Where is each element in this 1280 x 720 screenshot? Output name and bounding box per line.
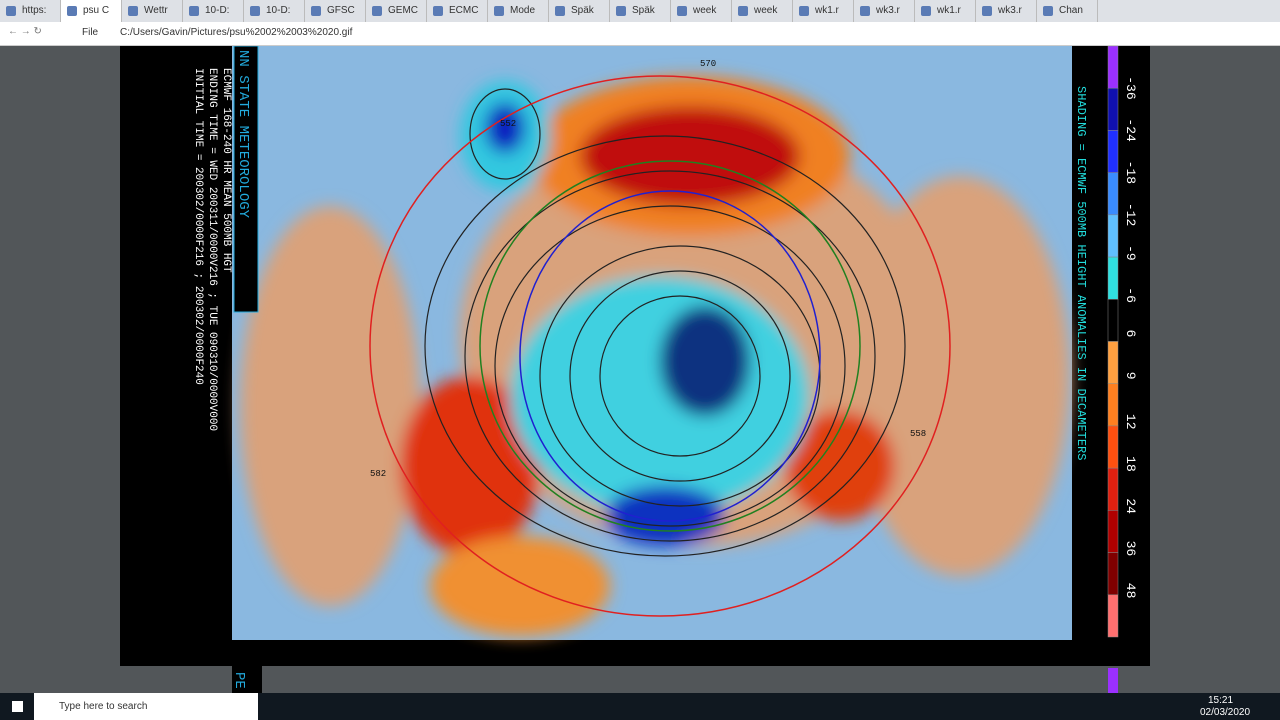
colorbar-label: 24 bbox=[1123, 498, 1138, 514]
colorbar-swatch bbox=[1107, 256, 1119, 300]
colorbar-label: -12 bbox=[1123, 203, 1138, 226]
clock-time: 15:21 bbox=[1208, 695, 1234, 706]
header-line: ECMWF 168-240 HR MEAN 500MB HGT bbox=[220, 68, 232, 273]
search-placeholder: Type here to search bbox=[59, 701, 148, 712]
contour-label: 570 bbox=[700, 59, 716, 69]
shading bbox=[240, 76, 1070, 636]
colorbar-label: -18 bbox=[1123, 161, 1138, 184]
tab[interactable]: week bbox=[732, 0, 793, 22]
contour-558 bbox=[479, 160, 861, 532]
colorbar-label: 48 bbox=[1123, 583, 1138, 599]
contour-label: 558 bbox=[910, 429, 926, 439]
tab[interactable]: Späk bbox=[549, 0, 610, 22]
tab[interactable]: Späk bbox=[610, 0, 671, 22]
header-line: ENDING TIME = WED 200311/0000V216 ; TUE … bbox=[206, 68, 218, 431]
address-bar: ← → ↻ File C:/Users/Gavin/Pictures/psu%2… bbox=[0, 22, 1280, 46]
address-label: File bbox=[82, 27, 99, 38]
contour-label: 582 bbox=[370, 469, 386, 479]
next-colorbar bbox=[1108, 668, 1118, 693]
colorbar-label: -24 bbox=[1123, 118, 1138, 142]
tab[interactable]: week bbox=[671, 0, 732, 22]
colorbar-swatch bbox=[1107, 172, 1119, 216]
colorbar-swatch bbox=[1107, 594, 1119, 638]
institution: NN STATE METEOROLOGY bbox=[235, 50, 251, 219]
colorbar-swatch bbox=[1107, 552, 1119, 596]
start-button[interactable] bbox=[12, 701, 23, 712]
colorbar-swatch bbox=[1107, 299, 1119, 342]
next-image bbox=[232, 666, 262, 693]
contour-552 bbox=[519, 190, 821, 522]
tab[interactable]: Mode bbox=[488, 0, 549, 22]
colorbar-swatch bbox=[1107, 510, 1119, 553]
header-line: INITIAL TIME = 200302/0000F216 ; 200302/… bbox=[192, 68, 204, 385]
colorbar-label: 18 bbox=[1123, 456, 1138, 472]
colorbar-swatch bbox=[1107, 467, 1119, 511]
colorbar-label: 6 bbox=[1123, 330, 1138, 338]
tab[interactable]: Chan bbox=[1037, 0, 1098, 22]
search-box[interactable]: Type here to search bbox=[34, 693, 258, 720]
tab[interactable]: wk3.r bbox=[976, 0, 1037, 22]
tab[interactable]: wk3.r bbox=[854, 0, 915, 22]
tab[interactable]: 10-D: bbox=[244, 0, 305, 22]
colorbar-swatch bbox=[1107, 425, 1119, 469]
colorbar-label: 9 bbox=[1123, 372, 1138, 380]
contours bbox=[424, 88, 906, 557]
colorbar-label: 36 bbox=[1123, 541, 1138, 557]
tab[interactable]: psu C bbox=[61, 0, 122, 22]
tab[interactable]: wk1.r bbox=[793, 0, 854, 22]
contour-570 bbox=[369, 75, 951, 617]
colorbar-swatch bbox=[1107, 130, 1119, 173]
colorbar-swatch bbox=[1107, 383, 1119, 427]
colorbar: -36 -24 -18 -12 -9 -6 6 9 12 18 24 36 48 bbox=[1107, 46, 1138, 638]
tab-strip: https: psu C Wettr 10-D: 10-D: GFSC GEMC ECMC Mo… bbox=[0, 0, 1280, 22]
image-gap bbox=[120, 640, 1150, 666]
colorbar-label: -36 bbox=[1123, 76, 1138, 99]
tab[interactable]: 10-D: bbox=[183, 0, 244, 22]
tab[interactable]: ECMC bbox=[427, 0, 488, 22]
contour-label: 552 bbox=[500, 119, 516, 129]
url[interactable]: C:/Users/Gavin/Pictures/psu%2002%2003%20… bbox=[120, 27, 353, 38]
image: 552 570 582 558 ECMWF 168-240 HR MEAN 50… bbox=[120, 46, 1150, 693]
clock-date: 02/03/2020 bbox=[1200, 707, 1251, 718]
tab[interactable]: Wettr bbox=[122, 0, 183, 22]
tab[interactable]: https: bbox=[0, 0, 61, 22]
taskbar: Type here to search 15:21 02/03/2020 bbox=[0, 693, 1280, 720]
colorbar-label: -6 bbox=[1123, 287, 1138, 303]
colorbar-swatch bbox=[1107, 87, 1119, 131]
tab[interactable]: wk1.r bbox=[915, 0, 976, 22]
colorbar-label: 12 bbox=[1123, 414, 1138, 430]
colorbar-swatch bbox=[1107, 46, 1119, 89]
institution-box bbox=[233, 46, 259, 313]
colorbar-swatch bbox=[1107, 214, 1119, 258]
shading-label: SHADING = ECMWF 500MB HEIGHT ANOMALIES I… bbox=[1074, 86, 1088, 460]
tab[interactable]: GFSC bbox=[305, 0, 366, 22]
nav-buttons[interactable]: ← → ↻ bbox=[8, 26, 42, 37]
viewer: 552 570 582 558 ECMWF 168-240 HR MEAN 50… bbox=[0, 46, 1280, 693]
colorbar-label: -9 bbox=[1123, 245, 1138, 261]
next-image-label: PE bbox=[231, 672, 247, 689]
colorbar-swatch bbox=[1107, 341, 1119, 384]
tab[interactable]: GEMC bbox=[366, 0, 427, 22]
